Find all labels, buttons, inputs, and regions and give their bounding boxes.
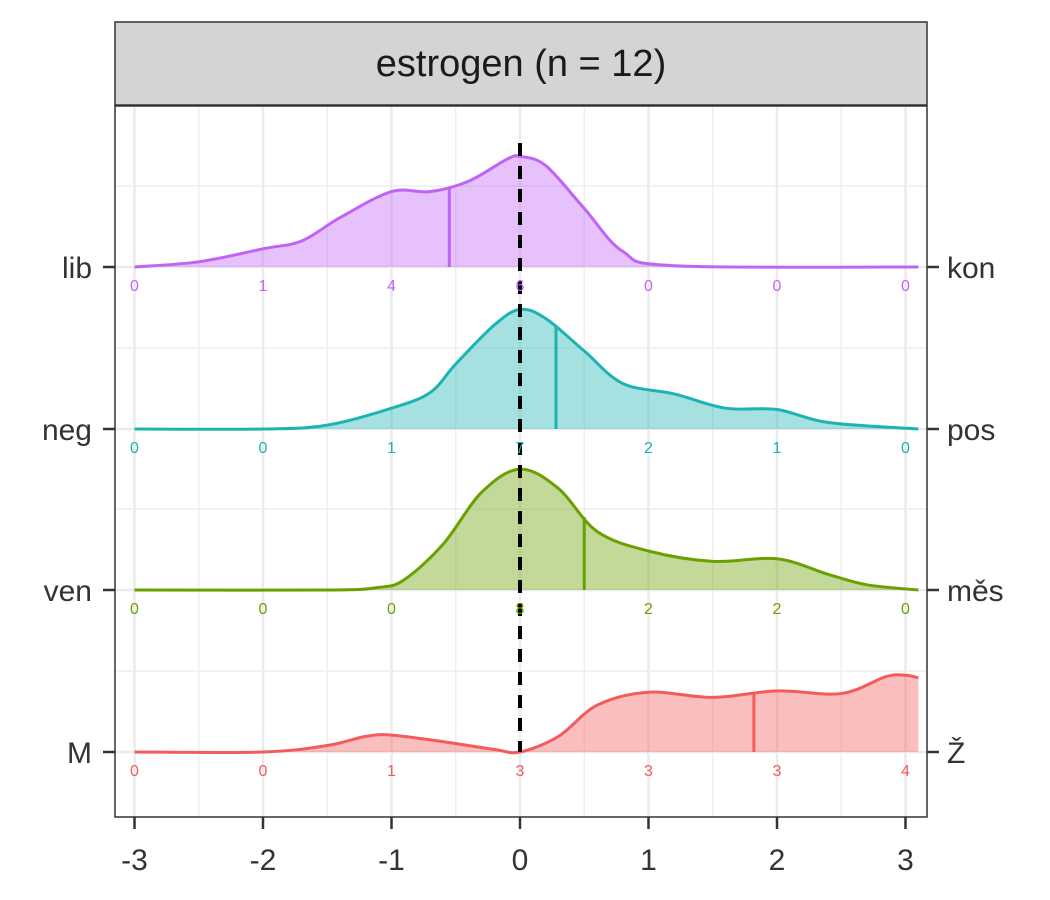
count-label: 0 (130, 440, 139, 457)
left-axis-label: lib (62, 252, 92, 285)
count-label: 3 (773, 763, 782, 780)
left-axis-label: ven (44, 575, 92, 608)
count-label: 0 (901, 601, 910, 618)
ridge-layers (134, 154, 919, 755)
x-axis-tick-label: -2 (250, 844, 277, 877)
count-label: 0 (901, 278, 910, 295)
left-axis-label: neg (42, 414, 92, 447)
count-label: 2 (644, 601, 653, 618)
left-y-axis: lib neg ven M (42, 252, 115, 770)
right-axis-label: měs (947, 575, 1004, 608)
right-axis-label: Ž (947, 737, 965, 770)
x-axis: -3 -2 -1 0 1 2 3 (121, 817, 914, 877)
right-y-axis: kon pos měs Ž (927, 252, 1004, 770)
count-label: 1 (773, 440, 782, 457)
ridge-line (134, 307, 919, 431)
left-axis-label: M (67, 737, 92, 770)
panel-strip (114, 21, 928, 106)
count-label: 2 (644, 440, 653, 457)
count-label: 4 (387, 278, 396, 295)
count-label: 0 (259, 763, 268, 780)
count-label: 0 (130, 763, 139, 780)
ridge-fill (134, 469, 919, 591)
count-label: 0 (644, 278, 653, 295)
count-label: 7 (516, 440, 525, 457)
ridge-fill (134, 155, 919, 268)
panel-title: estrogen (n = 12) (376, 43, 666, 85)
count-label: 2 (773, 601, 782, 618)
count-label: 0 (773, 278, 782, 295)
ridge-fill (134, 674, 919, 753)
ridge-line (134, 154, 919, 269)
count-label: 0 (259, 440, 268, 457)
count-label: 1 (387, 440, 396, 457)
count-label: 0 (130, 601, 139, 618)
count-labels: 0 1 4 6 0 0 0 0 0 1 7 2 1 0 0 0 0 8 2 2 0 0 0 1 3 3 3 4 (130, 278, 910, 780)
count-label: 0 (259, 601, 268, 618)
x-axis-tick-label: 3 (897, 844, 914, 877)
count-label: 4 (901, 763, 910, 780)
ridge-line (134, 673, 919, 755)
x-axis-tick-label: 1 (640, 844, 657, 877)
count-label: 1 (387, 763, 396, 780)
ridge-line (134, 467, 919, 592)
right-axis-label: kon (947, 252, 995, 285)
x-axis-tick-label: -3 (121, 844, 148, 877)
count-label: 0 (130, 278, 139, 295)
x-axis-tick-label: 0 (512, 844, 529, 877)
x-axis-tick-label: -1 (378, 844, 405, 877)
x-axis-tick-label: 2 (769, 844, 786, 877)
count-label: 8 (516, 601, 525, 618)
ridge-fill (134, 309, 919, 430)
count-label: 6 (516, 278, 525, 295)
count-label: 3 (516, 763, 525, 780)
count-label: 1 (259, 278, 268, 295)
count-label: 0 (387, 601, 396, 618)
count-label: 0 (901, 440, 910, 457)
count-label: 3 (644, 763, 653, 780)
right-axis-label: pos (947, 414, 995, 447)
